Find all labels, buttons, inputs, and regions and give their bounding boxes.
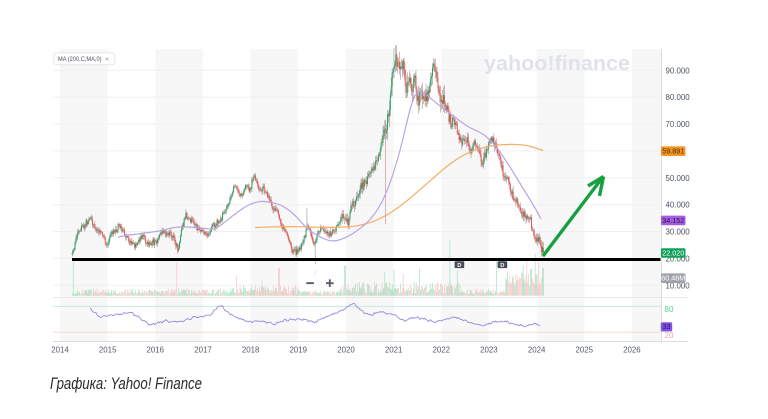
svg-text:2020: 2020: [337, 346, 355, 355]
svg-text:90.000: 90.000: [666, 66, 691, 75]
svg-text:2017: 2017: [194, 346, 212, 355]
svg-text:34.152: 34.152: [662, 216, 684, 225]
svg-text:30.000: 30.000: [666, 228, 691, 237]
svg-text:2018: 2018: [242, 346, 260, 355]
svg-text:2016: 2016: [147, 346, 165, 355]
svg-text:2014: 2014: [51, 346, 69, 355]
svg-text:20.000: 20.000: [666, 254, 691, 263]
svg-text:59.891: 59.891: [662, 147, 684, 156]
svg-text:22.020: 22.020: [662, 249, 684, 258]
svg-text:40.000: 40.000: [666, 201, 691, 210]
svg-text:D: D: [500, 263, 504, 269]
svg-text:2025: 2025: [576, 346, 594, 355]
svg-text:MA (200,C,MA,0): MA (200,C,MA,0): [58, 56, 102, 63]
svg-text:70.000: 70.000: [666, 120, 691, 129]
svg-text:D: D: [457, 263, 461, 269]
svg-text:10.000: 10.000: [666, 281, 691, 290]
svg-text:2021: 2021: [385, 346, 403, 355]
svg-text:yahoo!finance: yahoo!finance: [484, 52, 630, 75]
svg-text:33: 33: [663, 322, 671, 331]
svg-text:50.000: 50.000: [666, 174, 691, 183]
svg-text:2022: 2022: [433, 346, 451, 355]
svg-text:2015: 2015: [99, 346, 117, 355]
svg-text:2026: 2026: [623, 346, 641, 355]
svg-text:2023: 2023: [480, 346, 498, 355]
svg-text:2019: 2019: [290, 346, 308, 355]
svg-text:20: 20: [665, 331, 674, 340]
svg-text:2024: 2024: [528, 346, 546, 355]
svg-text:Графика: Yahoo! Finance: Графика: Yahoo! Finance: [50, 375, 202, 393]
svg-text:80.000: 80.000: [666, 93, 691, 102]
svg-text:80: 80: [665, 305, 674, 314]
svg-text:×: ×: [105, 56, 109, 63]
svg-text:60.46M: 60.46M: [661, 274, 685, 283]
